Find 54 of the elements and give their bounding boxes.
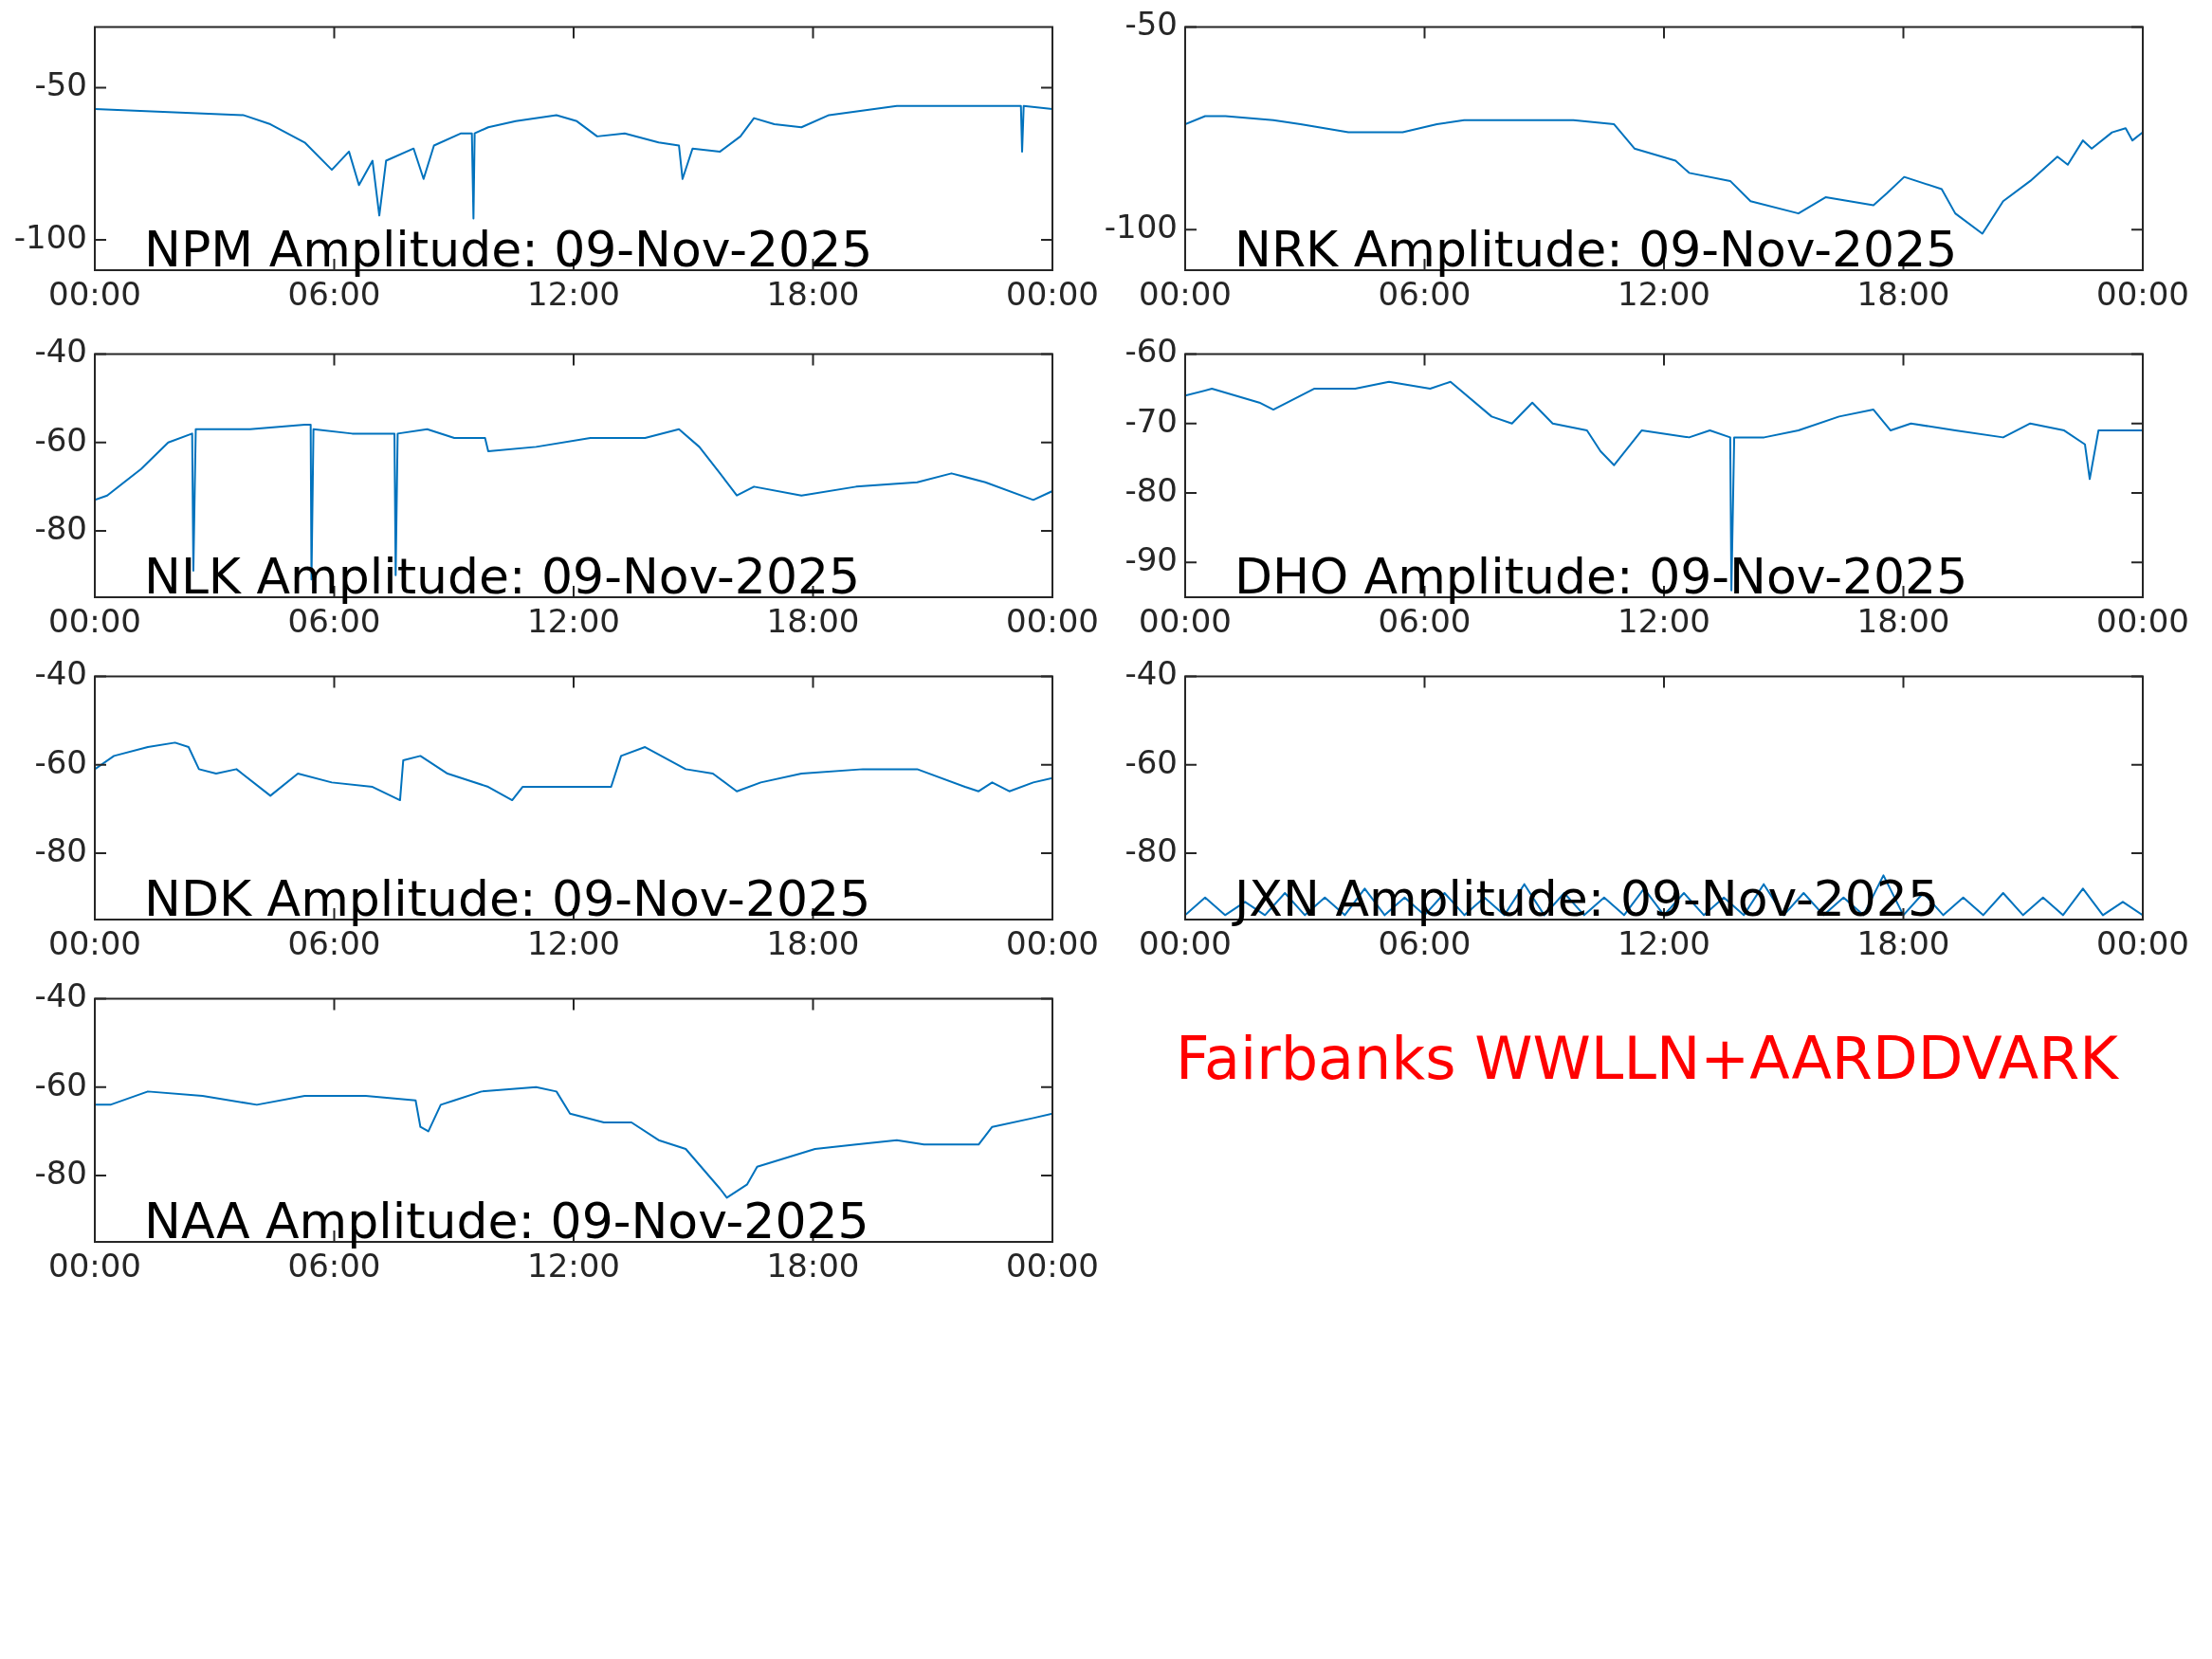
x-tick-label: 18:00 xyxy=(766,924,860,963)
x-tick-label: 18:00 xyxy=(1856,602,1950,641)
x-tick-label: 12:00 xyxy=(527,602,620,641)
x-tick-label: 18:00 xyxy=(766,1247,860,1285)
y-tick-label: -60 xyxy=(1124,742,1178,781)
y-tick-label: -60 xyxy=(1124,332,1178,371)
x-tick-label: 12:00 xyxy=(1618,924,1710,963)
x-tick-label: 00:00 xyxy=(48,602,141,641)
y-tick-label: -40 xyxy=(34,976,87,1015)
x-tick-label: 00:00 xyxy=(2096,602,2189,641)
y-tick-label: -50 xyxy=(34,65,87,104)
y-tick-label: -80 xyxy=(1124,830,1178,869)
x-tick-label: 00:00 xyxy=(1006,602,1099,641)
y-tick-label: -90 xyxy=(1124,540,1178,579)
text: Fairbanks WWLLN+AARDDVARK xyxy=(1176,1024,2118,1093)
x-tick-label: 00:00 xyxy=(1139,275,1232,314)
x-tick-label: 00:00 xyxy=(1006,1247,1099,1285)
y-tick-label: -40 xyxy=(34,332,87,371)
x-tick-label: 00:00 xyxy=(1006,275,1099,314)
x-tick-label: 00:00 xyxy=(1006,924,1099,963)
x-tick-label: 00:00 xyxy=(2096,275,2189,314)
y-tick-label: -100 xyxy=(13,217,87,256)
y-tick-label: -70 xyxy=(1124,401,1178,440)
x-tick-label: 00:00 xyxy=(48,1247,141,1285)
text: NLK Amplitude: 09-Nov-2025 xyxy=(144,548,861,605)
y-tick-label: -60 xyxy=(34,420,87,459)
y-tick-label: -80 xyxy=(34,830,87,869)
x-tick-label: 00:00 xyxy=(1139,924,1232,963)
y-tick-label: -60 xyxy=(34,1065,87,1103)
text: NDK Amplitude: 09-Nov-2025 xyxy=(144,870,871,927)
x-tick-label: 00:00 xyxy=(48,924,141,963)
x-tick-label: 00:00 xyxy=(2096,924,2189,963)
y-tick-label: -80 xyxy=(1124,470,1178,509)
y-tick-label: -80 xyxy=(34,508,87,547)
x-tick-label: 18:00 xyxy=(766,602,860,641)
x-tick-label: 12:00 xyxy=(527,1247,620,1285)
text: NPM Amplitude: 09-Nov-2025 xyxy=(144,221,873,278)
text: NAA Amplitude: 09-Nov-2025 xyxy=(144,1193,869,1249)
x-tick-label: 18:00 xyxy=(1856,924,1950,963)
y-tick-label: -60 xyxy=(34,742,87,781)
x-tick-label: 18:00 xyxy=(1856,275,1950,314)
x-tick-label: 12:00 xyxy=(1618,602,1710,641)
y-tick-label: -100 xyxy=(1104,208,1178,246)
y-tick-label: -80 xyxy=(34,1153,87,1192)
x-tick-label: 00:00 xyxy=(48,275,141,314)
x-tick-label: 00:00 xyxy=(1139,602,1232,641)
y-tick-label: -40 xyxy=(1124,654,1178,693)
x-tick-label: 12:00 xyxy=(527,275,620,314)
x-tick-label: 12:00 xyxy=(527,924,620,963)
x-tick-label: 12:00 xyxy=(1618,275,1710,314)
y-tick-label: -50 xyxy=(1124,5,1178,44)
x-tick-label: 18:00 xyxy=(766,275,860,314)
text: NRK Amplitude: 09-Nov-2025 xyxy=(1234,221,1958,278)
y-tick-label: -40 xyxy=(34,654,87,693)
